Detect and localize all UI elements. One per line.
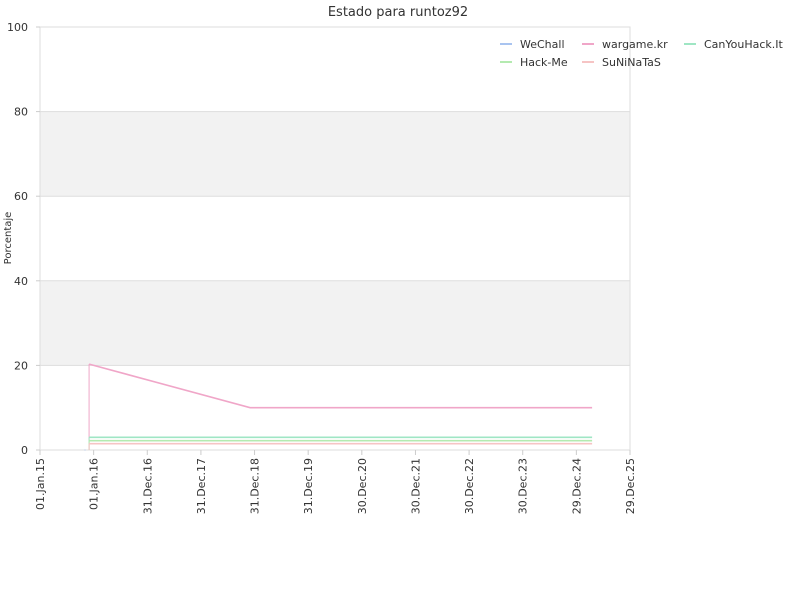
- legend-item-label: CanYouHack.It: [704, 38, 784, 51]
- chart-bands: [40, 111, 630, 366]
- y-tick-label: 40: [14, 275, 28, 288]
- legend-item-label: wargame.kr: [602, 38, 668, 51]
- band-60-80: [40, 111, 630, 197]
- chart-series: [84, 363, 593, 451]
- chart-title: Estado para runtoz92: [328, 5, 468, 20]
- x-tick-label: 30.Dec.20: [356, 458, 369, 514]
- x-tick-label: 01.Jan.16: [88, 458, 101, 510]
- legend-item-label: SuNiNaTaS: [602, 56, 661, 69]
- x-tick-label: 31.Dec.19: [302, 458, 315, 514]
- band-20-40: [40, 280, 630, 366]
- plot-area: [39, 26, 631, 451]
- y-tick-label: 80: [14, 106, 28, 119]
- x-tick-label: 30.Dec.21: [409, 458, 422, 514]
- y-tick-label: 0: [21, 444, 28, 457]
- series-line-wargame-kr: [88, 363, 593, 409]
- chart-gridlines: [40, 26, 630, 451]
- x-tick-label: 29.Dec.24: [570, 458, 583, 514]
- legend-item-label: Hack-Me: [520, 56, 568, 69]
- x-tick-label: 30.Dec.22: [463, 458, 476, 514]
- y-tick-label: 100: [7, 21, 28, 34]
- y-axis-ticks: 0 20 40 60 80 100: [7, 21, 40, 457]
- x-tick-label: 30.Dec.23: [517, 458, 530, 514]
- y-axis-label: Porcentaje: [3, 212, 14, 265]
- y-tick-label: 60: [14, 190, 28, 203]
- x-tick-label: 31.Dec.17: [195, 458, 208, 514]
- legend-item-label: WeChall: [520, 38, 565, 51]
- x-tick-label: 31.Dec.18: [249, 458, 262, 514]
- chart-legend: WeChall wargame.kr CanYouHack.It Hack-Me SuN…: [500, 38, 784, 69]
- y-tick-label: 20: [14, 359, 28, 372]
- x-tick-label: 31.Dec.16: [141, 458, 154, 514]
- x-tick-label: 29.Dec.25: [624, 458, 637, 514]
- x-tick-label: 01.Jan.15: [34, 458, 47, 510]
- x-axis-ticks: 01.Jan.15 01.Jan.16 31.Dec.16 31.Dec.17 31.D…: [34, 450, 637, 514]
